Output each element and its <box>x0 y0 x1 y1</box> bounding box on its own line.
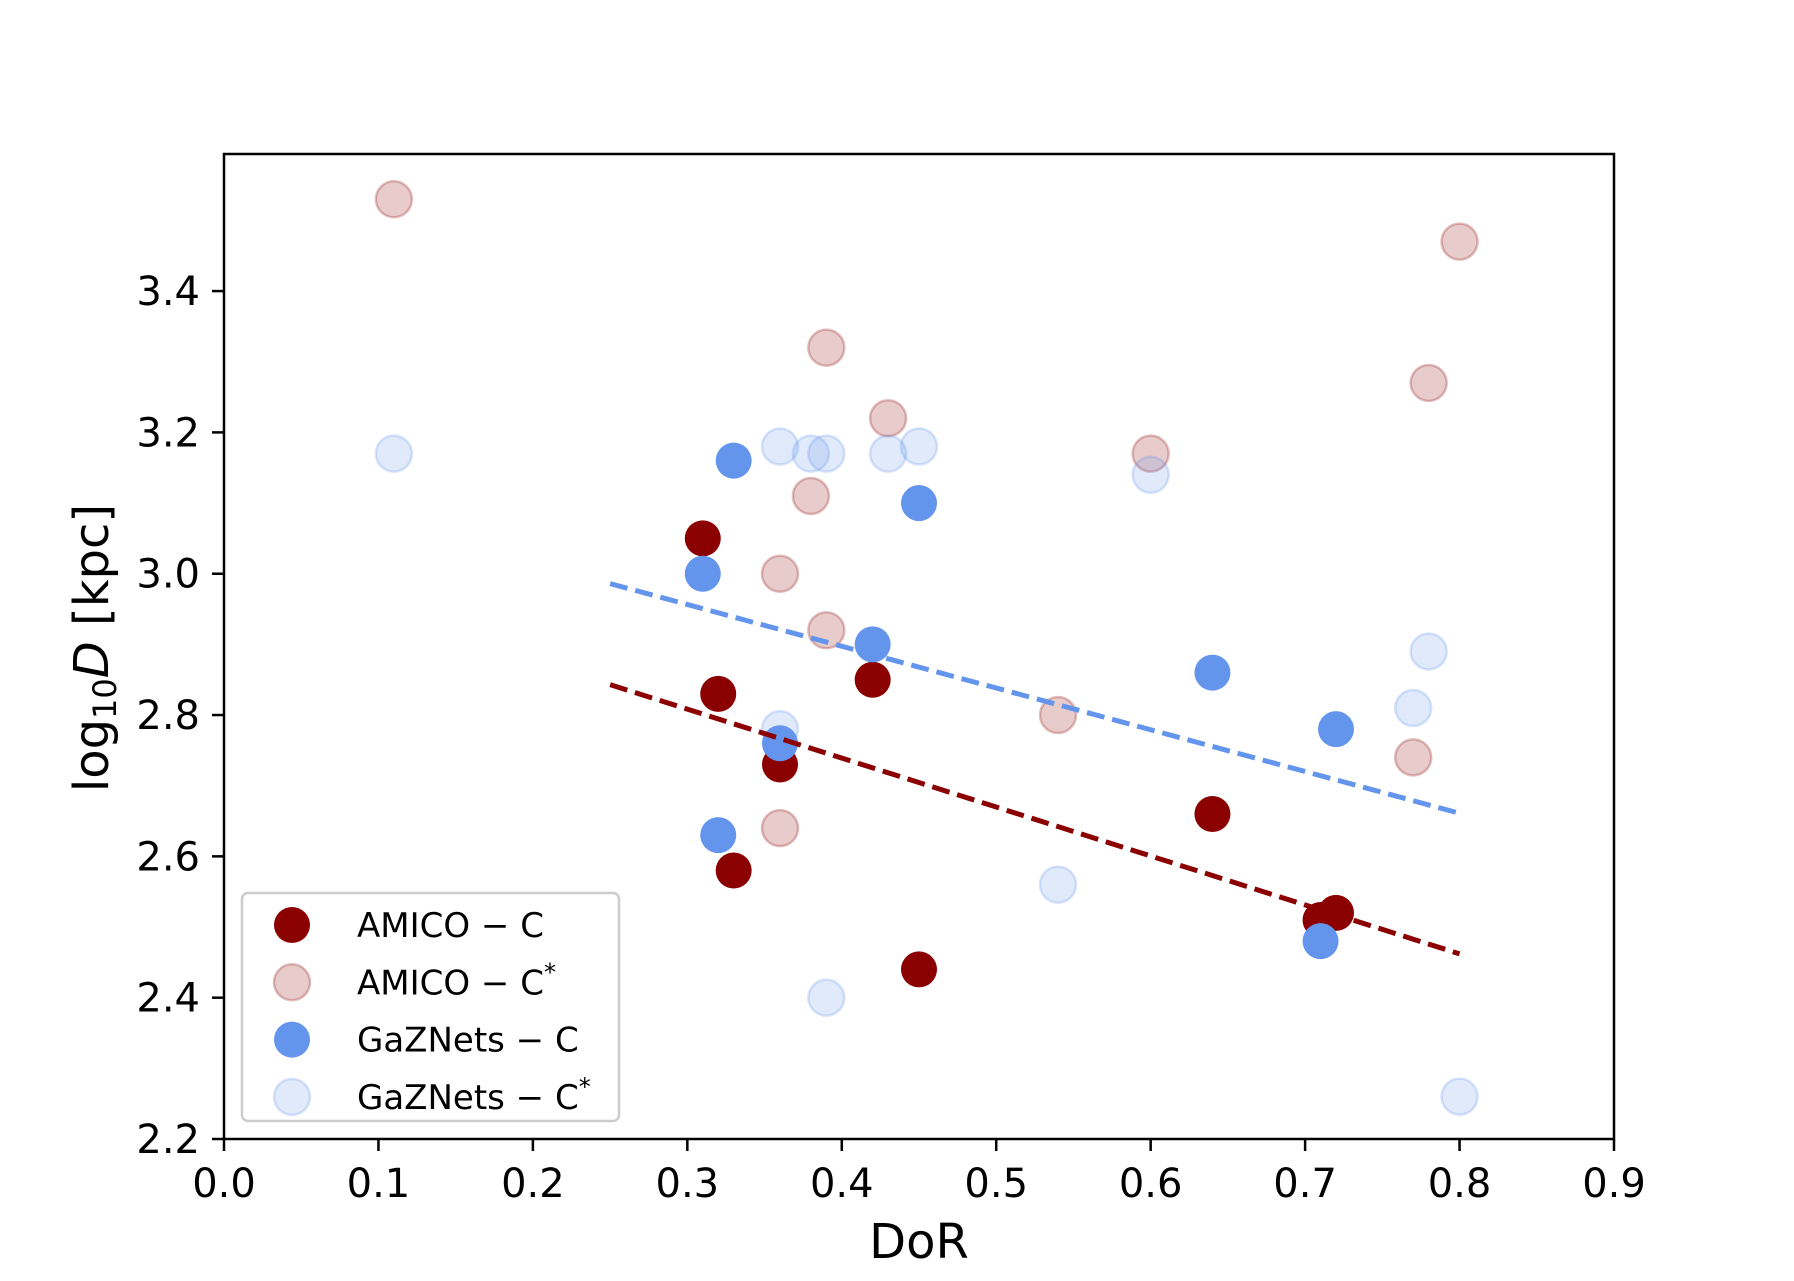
point-amico-c <box>715 852 752 889</box>
point-amico-c <box>1194 795 1231 832</box>
point-gaznets-c-star <box>374 434 414 473</box>
legend-box <box>240 891 621 1123</box>
x-tick-label: 0.1 <box>347 1161 411 1207</box>
x-tick-label: 0.0 <box>192 1161 256 1207</box>
y-tick-label: 2.6 <box>136 834 200 880</box>
point-amico-c-star <box>1393 738 1433 777</box>
legend-entry-amico-c-star: AMICO − C* <box>272 958 556 1003</box>
plot-frame <box>222 152 1616 1141</box>
series-gaznets-c-star <box>374 427 1479 1116</box>
point-amico-c <box>854 661 891 698</box>
point-gaznets-c <box>700 817 737 854</box>
point-gaznets-c <box>684 555 721 592</box>
y-tick-label: 2.8 <box>136 693 200 739</box>
point-gaznets-c-star <box>1038 865 1078 904</box>
point-amico-c <box>684 520 721 557</box>
x-tick-label: 0.8 <box>1428 1161 1492 1207</box>
legend-label: GaZNets − C* <box>357 1073 591 1118</box>
fit-line-gaznets-c-fit <box>609 581 1461 816</box>
point-gaznets-c <box>1302 923 1339 960</box>
point-gaznets-c-star <box>1131 455 1170 495</box>
x-tick-label: 0.3 <box>656 1161 720 1207</box>
point-gaznets-c <box>715 442 752 479</box>
point-gaznets-c <box>1194 654 1231 691</box>
point-amico-c-star <box>374 179 414 219</box>
legend: AMICO − C AMICO − C* GaZNets − C GaZNets − … <box>240 891 621 1123</box>
x-axis-ticks: 0.0 0.1 0.2 0.3 0.4 0.5 0.6 0.7 0.8 0.9 <box>192 1139 1646 1207</box>
x-tick-label: 0.7 <box>1273 1161 1337 1207</box>
y-tick-label: 3.2 <box>136 410 200 456</box>
point-amico-c-star <box>791 476 831 516</box>
y-axis-label-subscript: 10 <box>86 678 124 719</box>
x-tick-label: 0.4 <box>810 1161 874 1207</box>
point-gaznets-c-star <box>899 427 939 466</box>
legend-entries: AMICO − C AMICO − C* GaZNets − C GaZNets − … <box>272 906 591 1118</box>
point-amico-c-star <box>760 808 800 848</box>
point-gaznets-c-star <box>807 978 846 1017</box>
point-gaznets-c-star <box>868 434 908 473</box>
legend-label: GaZNets − C <box>357 1021 579 1061</box>
y-axis-label-unit: [kpc] <box>64 504 120 641</box>
point-gaznets-c <box>1318 711 1354 748</box>
point-amico-c-star <box>760 554 800 593</box>
point-amico-c-star <box>1131 434 1170 473</box>
y-axis-ticks: 2.2 2.4 2.6 2.8 3.0 3.2 3.4 <box>136 269 224 1163</box>
y-tick-label: 3.0 <box>136 552 200 598</box>
x-tick-label: 0.6 <box>1119 1161 1183 1207</box>
legend-label: AMICO − C <box>357 906 544 946</box>
x-tick-label: 0.5 <box>964 1161 1028 1207</box>
y-axis-label-variable: D <box>64 641 120 678</box>
y-tick-label: 2.4 <box>136 976 200 1022</box>
point-amico-c-star <box>868 399 908 438</box>
point-gaznets-c-star <box>760 427 800 466</box>
y-tick-label: 3.4 <box>136 269 200 315</box>
point-gaznets-c-star <box>1409 632 1448 671</box>
y-axis-label: log10D [kpc] <box>64 504 124 792</box>
point-gaznets-c-star <box>791 434 831 473</box>
point-gaznets-c-star <box>1393 688 1433 728</box>
legend-entry-gaznets-c-star: GaZNets − C* <box>272 1073 591 1118</box>
y-tick-label: 2.2 <box>136 1117 200 1163</box>
x-tick-label: 0.2 <box>501 1161 565 1207</box>
point-amico-c-star <box>1409 363 1448 403</box>
legend-marker <box>272 963 312 1002</box>
fit-line-amico-c-fit <box>609 682 1461 957</box>
point-amico-c-star <box>1440 222 1479 261</box>
point-amico-c-star <box>807 328 846 367</box>
point-amico-c <box>901 951 937 988</box>
legend-label: AMICO − C* <box>357 958 556 1003</box>
point-amico-c <box>700 675 737 712</box>
legend-marker <box>274 907 310 943</box>
series-amico-c-star <box>374 179 1479 848</box>
fit-lines <box>609 581 1461 957</box>
point-gaznets-c-star <box>1440 1077 1479 1116</box>
legend-marker <box>274 1021 310 1058</box>
legend-entry-amico-c: AMICO − C <box>274 906 544 946</box>
point-gaznets-c-star <box>807 434 846 473</box>
point-gaznets-c <box>901 485 937 522</box>
x-tick-label: 0.9 <box>1582 1161 1646 1207</box>
y-axis-label-base: log <box>64 719 120 792</box>
legend-marker <box>272 1077 312 1117</box>
x-axis-label: DoR <box>869 1214 969 1270</box>
legend-entry-gaznets-c: GaZNets − C <box>274 1021 579 1061</box>
data-markers <box>374 179 1479 1116</box>
